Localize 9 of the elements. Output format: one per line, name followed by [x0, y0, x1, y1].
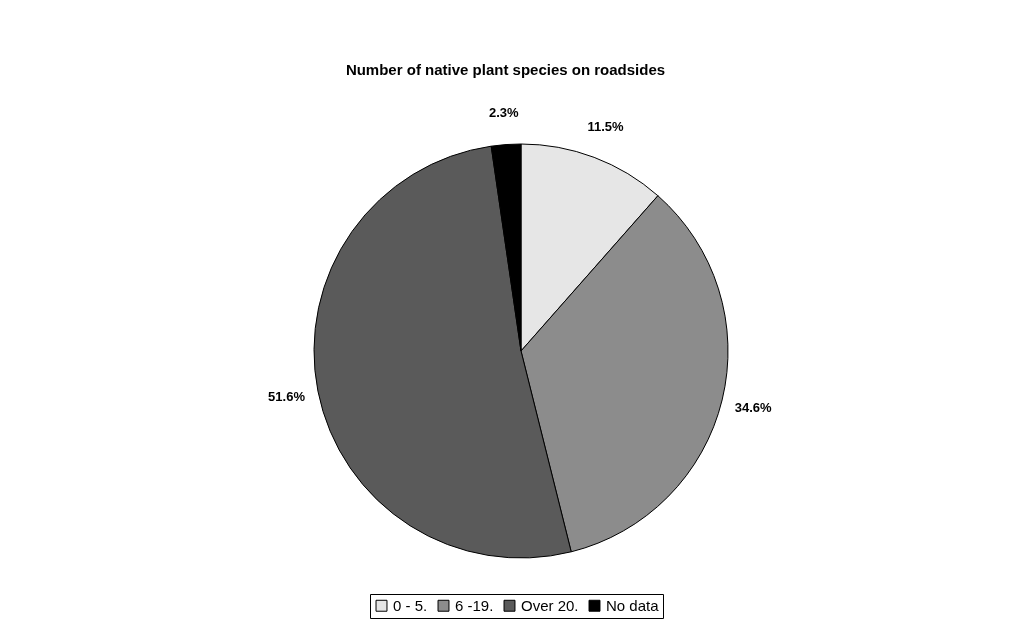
legend-label: 6 -19.	[455, 596, 494, 614]
chart-title: Number of native plant species on roadsides	[345, 61, 666, 78]
legend-label: No data	[606, 596, 660, 614]
legend-label: 0 - 5.	[393, 596, 428, 614]
data-label: 2.3%	[488, 104, 519, 120]
data-label: 34.6%	[734, 399, 773, 415]
data-label: 11.5%	[587, 119, 624, 135]
legend-label: Over 20.	[521, 596, 579, 614]
data-label: 51.6%	[268, 389, 306, 405]
